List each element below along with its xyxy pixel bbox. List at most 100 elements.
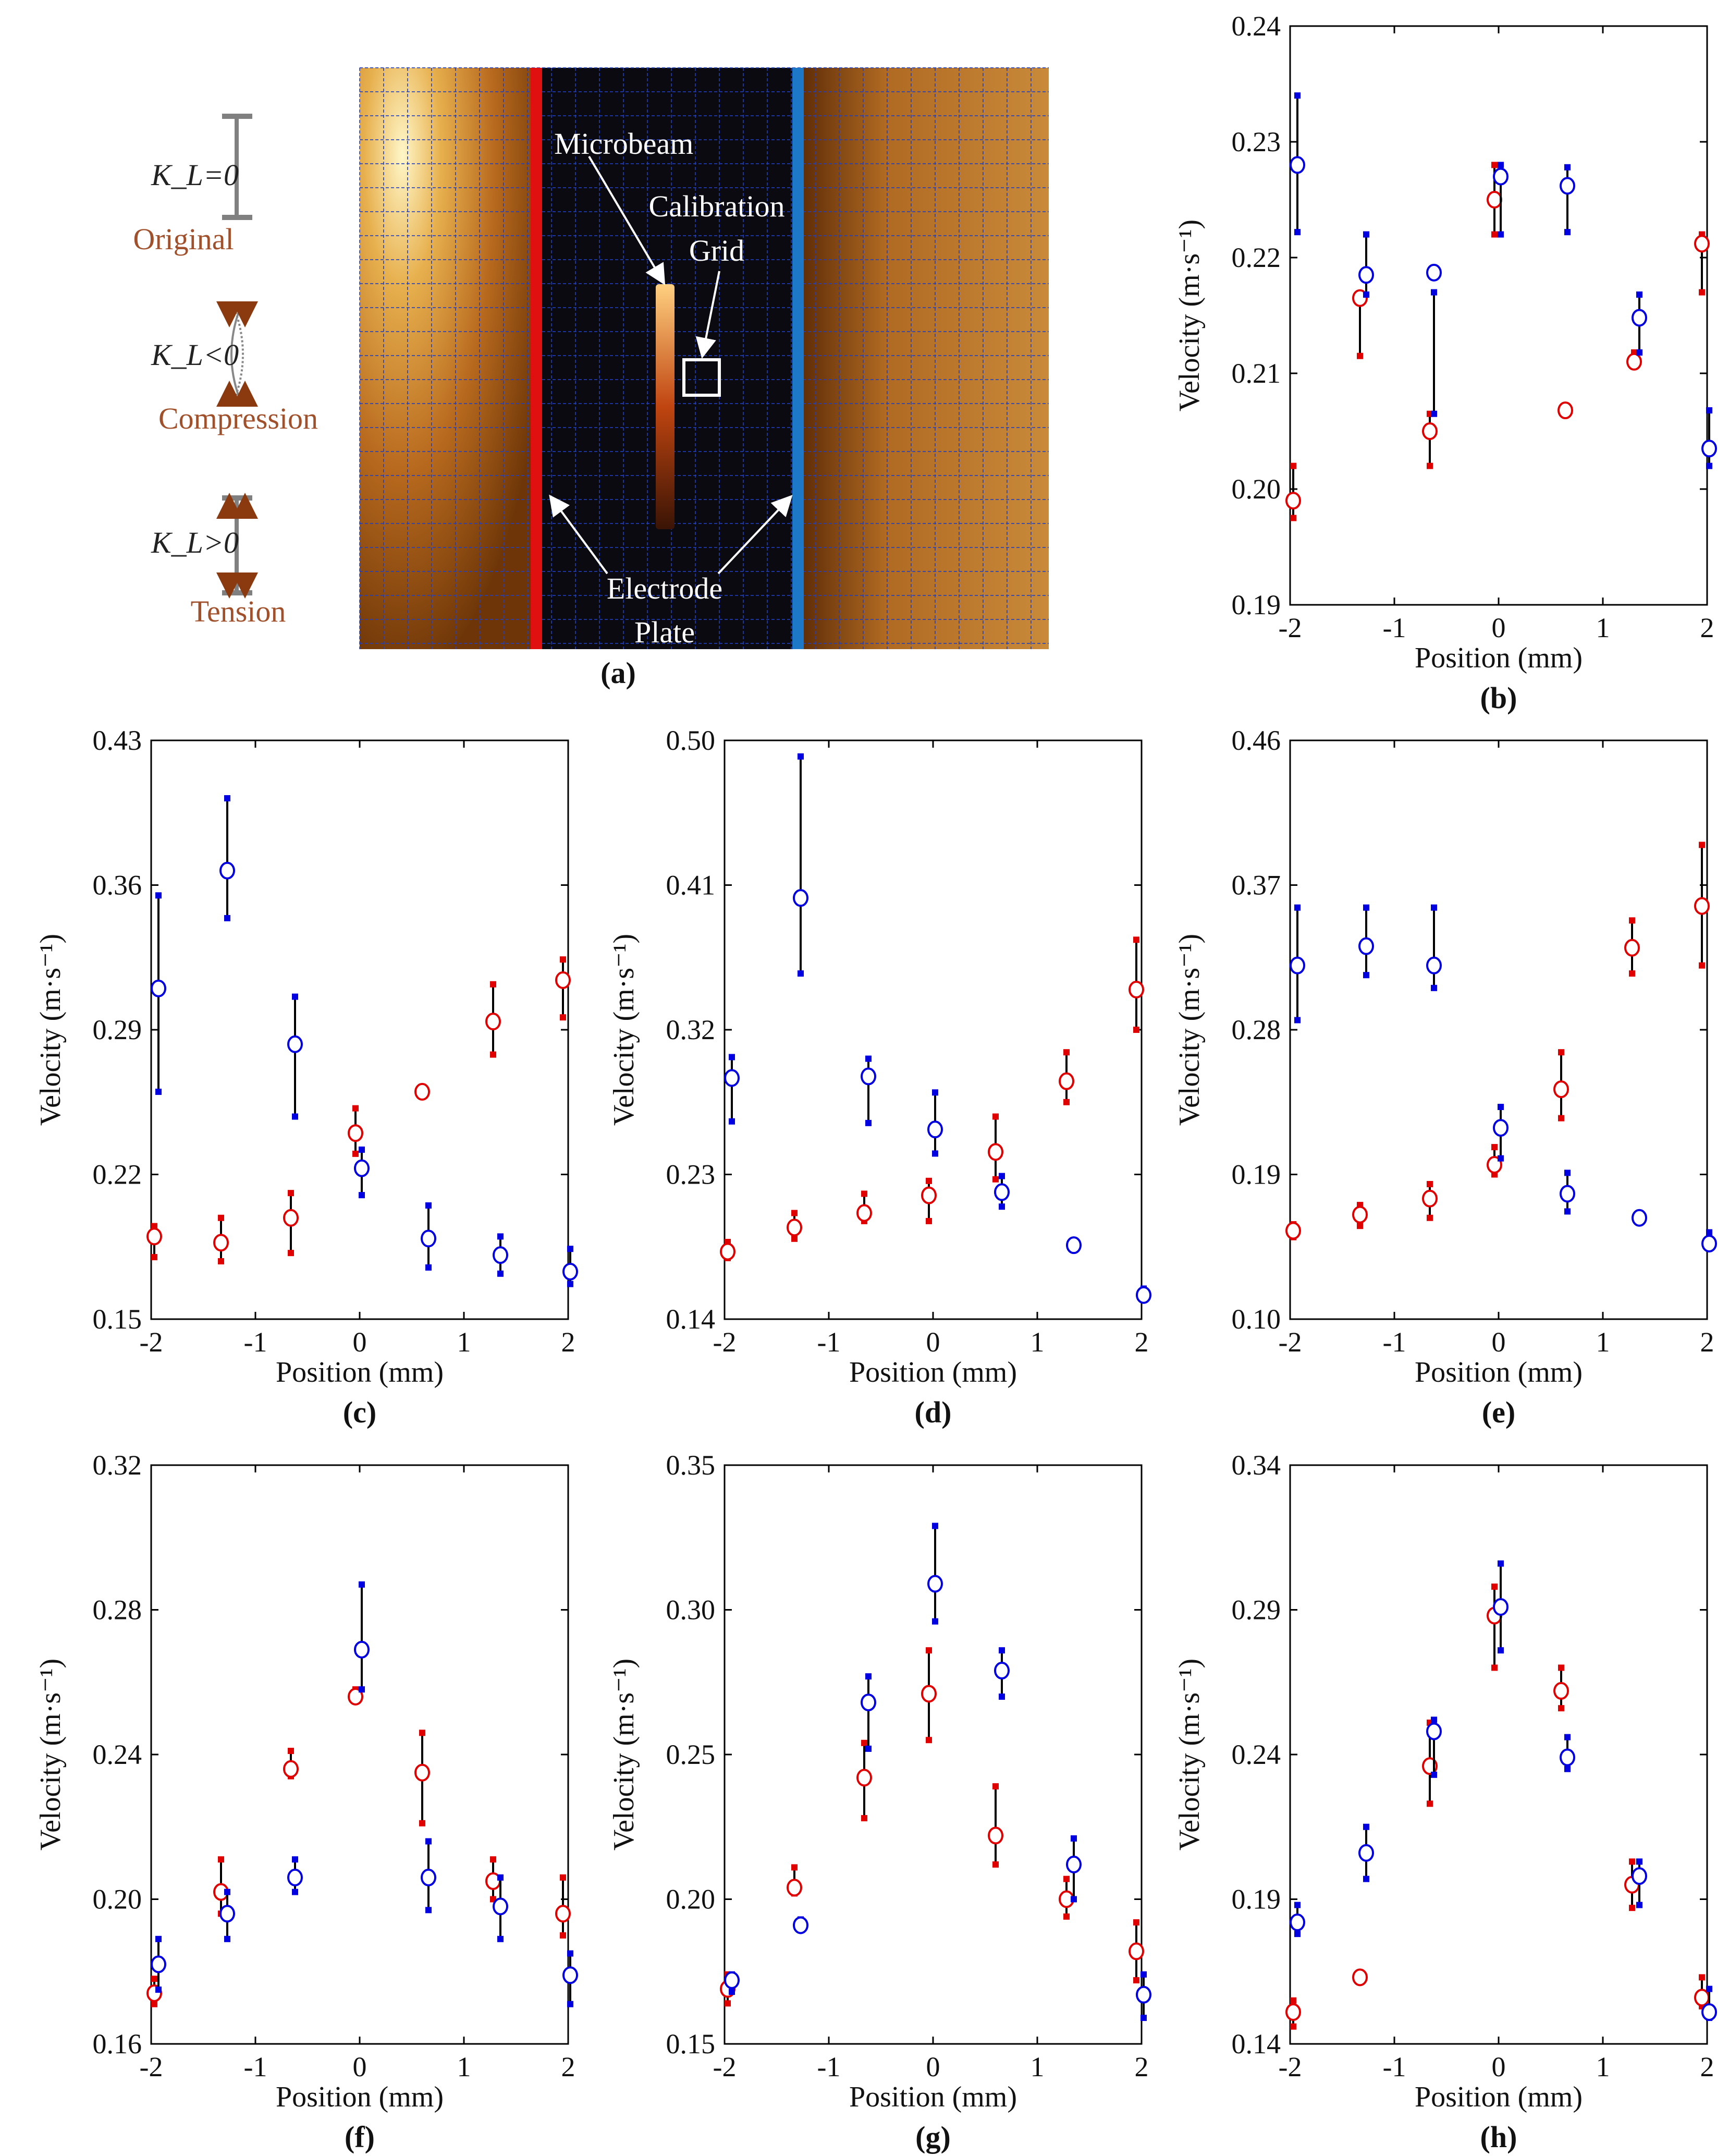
error-cap [932,1150,938,1157]
error-cap [791,1864,798,1871]
error-cap [1431,1716,1437,1723]
y-axis-label: Velocity (m·s⁻¹) [34,1659,67,1850]
y-tick-label: 0.19 [1232,1884,1281,1915]
data-point [1358,1844,1374,1862]
data-point [1558,401,1573,420]
chart-d: -2 -1 0 1 2 0.14 0.23 0.32 0.41 0.50 Position (mm)… [608,725,1151,1429]
error-cap [865,1055,872,1062]
y-tick-label: 0.22 [1232,242,1281,273]
error-cap [567,1281,573,1287]
data-point [219,1905,235,1923]
left-electrode-plate [531,68,542,649]
data-point [1352,1205,1368,1224]
x-tick-label: 1 [1596,612,1610,643]
data-point [555,971,571,989]
error-cap [1427,1181,1433,1187]
x-tick-label: 0 [1492,2051,1506,2082]
error-cap [1290,2023,1296,2030]
x-tick-label: -1 [817,2051,841,2082]
data-point [1694,1989,1710,2007]
data-point [1632,1867,1647,1885]
error-cap [425,1838,432,1845]
error-cap [1498,1155,1504,1162]
data-point [1352,1968,1368,1987]
error-cap [861,1815,867,1822]
error-cap [1363,1823,1369,1830]
error-cap [865,1745,872,1752]
error-cap [359,1192,365,1199]
chart-b: -2 -1 0 1 2 0.19 0.20 0.21 0.22 0.23 0.24 Position … [1173,10,1717,715]
data-point [1701,2003,1717,2021]
y-axis-label: Velocity (m·s⁻¹) [608,934,640,1126]
data-point [1285,492,1301,510]
data-point [555,1905,571,1923]
error-cap [1558,1664,1564,1671]
x-axis-label: Position (mm) [276,2081,444,2113]
error-cap [999,1173,1005,1179]
y-tick-label: 0.23 [1232,126,1281,157]
y-tick-label: 0.21 [1232,358,1281,389]
error-cap [292,1113,298,1120]
error-cap [1290,515,1296,521]
plot-frame [150,739,569,1320]
microbeam [656,284,675,529]
error-cap [1558,1115,1564,1122]
error-cap [1706,1229,1712,1236]
error-cap [1141,2015,1147,2021]
error-cap [224,915,230,921]
x-tick-label: 1 [457,2051,471,2082]
error-cap [1063,1099,1070,1105]
data-point [348,1124,363,1142]
data-point [1059,1072,1074,1090]
error-cap [490,1856,496,1863]
data-point [283,1760,299,1778]
chart-g: -2 -1 0 1 2 0.15 0.20 0.25 0.30 0.35 Position (mm)… [608,1449,1151,2154]
error-cap [497,1935,504,1942]
data-point [1626,352,1642,371]
error-cap [1063,1913,1070,1920]
data-point [1422,1189,1438,1208]
data-point [348,1688,363,1706]
y-axis-label: Velocity (m·s⁻¹) [34,934,67,1126]
error-cap [1294,904,1301,911]
error-cap [497,1874,504,1881]
panel-caption: (c) [343,1395,376,1429]
error-cap [151,1223,157,1229]
plot-frame [1289,1464,1708,2045]
data-point [219,861,235,880]
error-cap [288,1748,294,1755]
error-cap [359,1686,365,1693]
y-tick-label: 0.34 [1232,1449,1281,1481]
x-tick-label: -2 [713,1326,737,1358]
data-point [1632,309,1647,327]
data-point [724,1069,740,1087]
chart-f: -2 -1 0 1 2 0.16 0.20 0.24 0.28 0.32 Position (mm)… [34,1449,578,2154]
error-cap [560,956,566,963]
x-tick-label: -1 [1383,2051,1406,2082]
panel-caption: (g) [915,2120,951,2154]
x-tick-label: 2 [561,2051,575,2082]
data-point [1358,937,1374,955]
error-cap [1706,407,1712,414]
error-cap [419,1820,425,1826]
x-tick-label: 1 [457,1326,471,1358]
error-cap [1498,1560,1504,1567]
error-cap [1363,231,1369,238]
error-cap [224,1935,230,1942]
data-point [856,1204,872,1222]
data-point [1560,1748,1575,1767]
data-point [1426,263,1442,282]
error-cap [1133,1919,1139,1926]
error-cap [1357,1223,1363,1229]
error-cap [155,1986,162,1993]
error-cap [560,1932,566,1939]
error-cap [155,1935,162,1942]
data-point [1694,235,1710,253]
y-tick-label: 0.24 [93,1739,142,1770]
error-cap [567,1950,573,1957]
error-cap [1071,1896,1077,1903]
data-point [1493,167,1509,186]
x-tick-label: -1 [244,1326,267,1358]
error-cap [359,1146,365,1153]
